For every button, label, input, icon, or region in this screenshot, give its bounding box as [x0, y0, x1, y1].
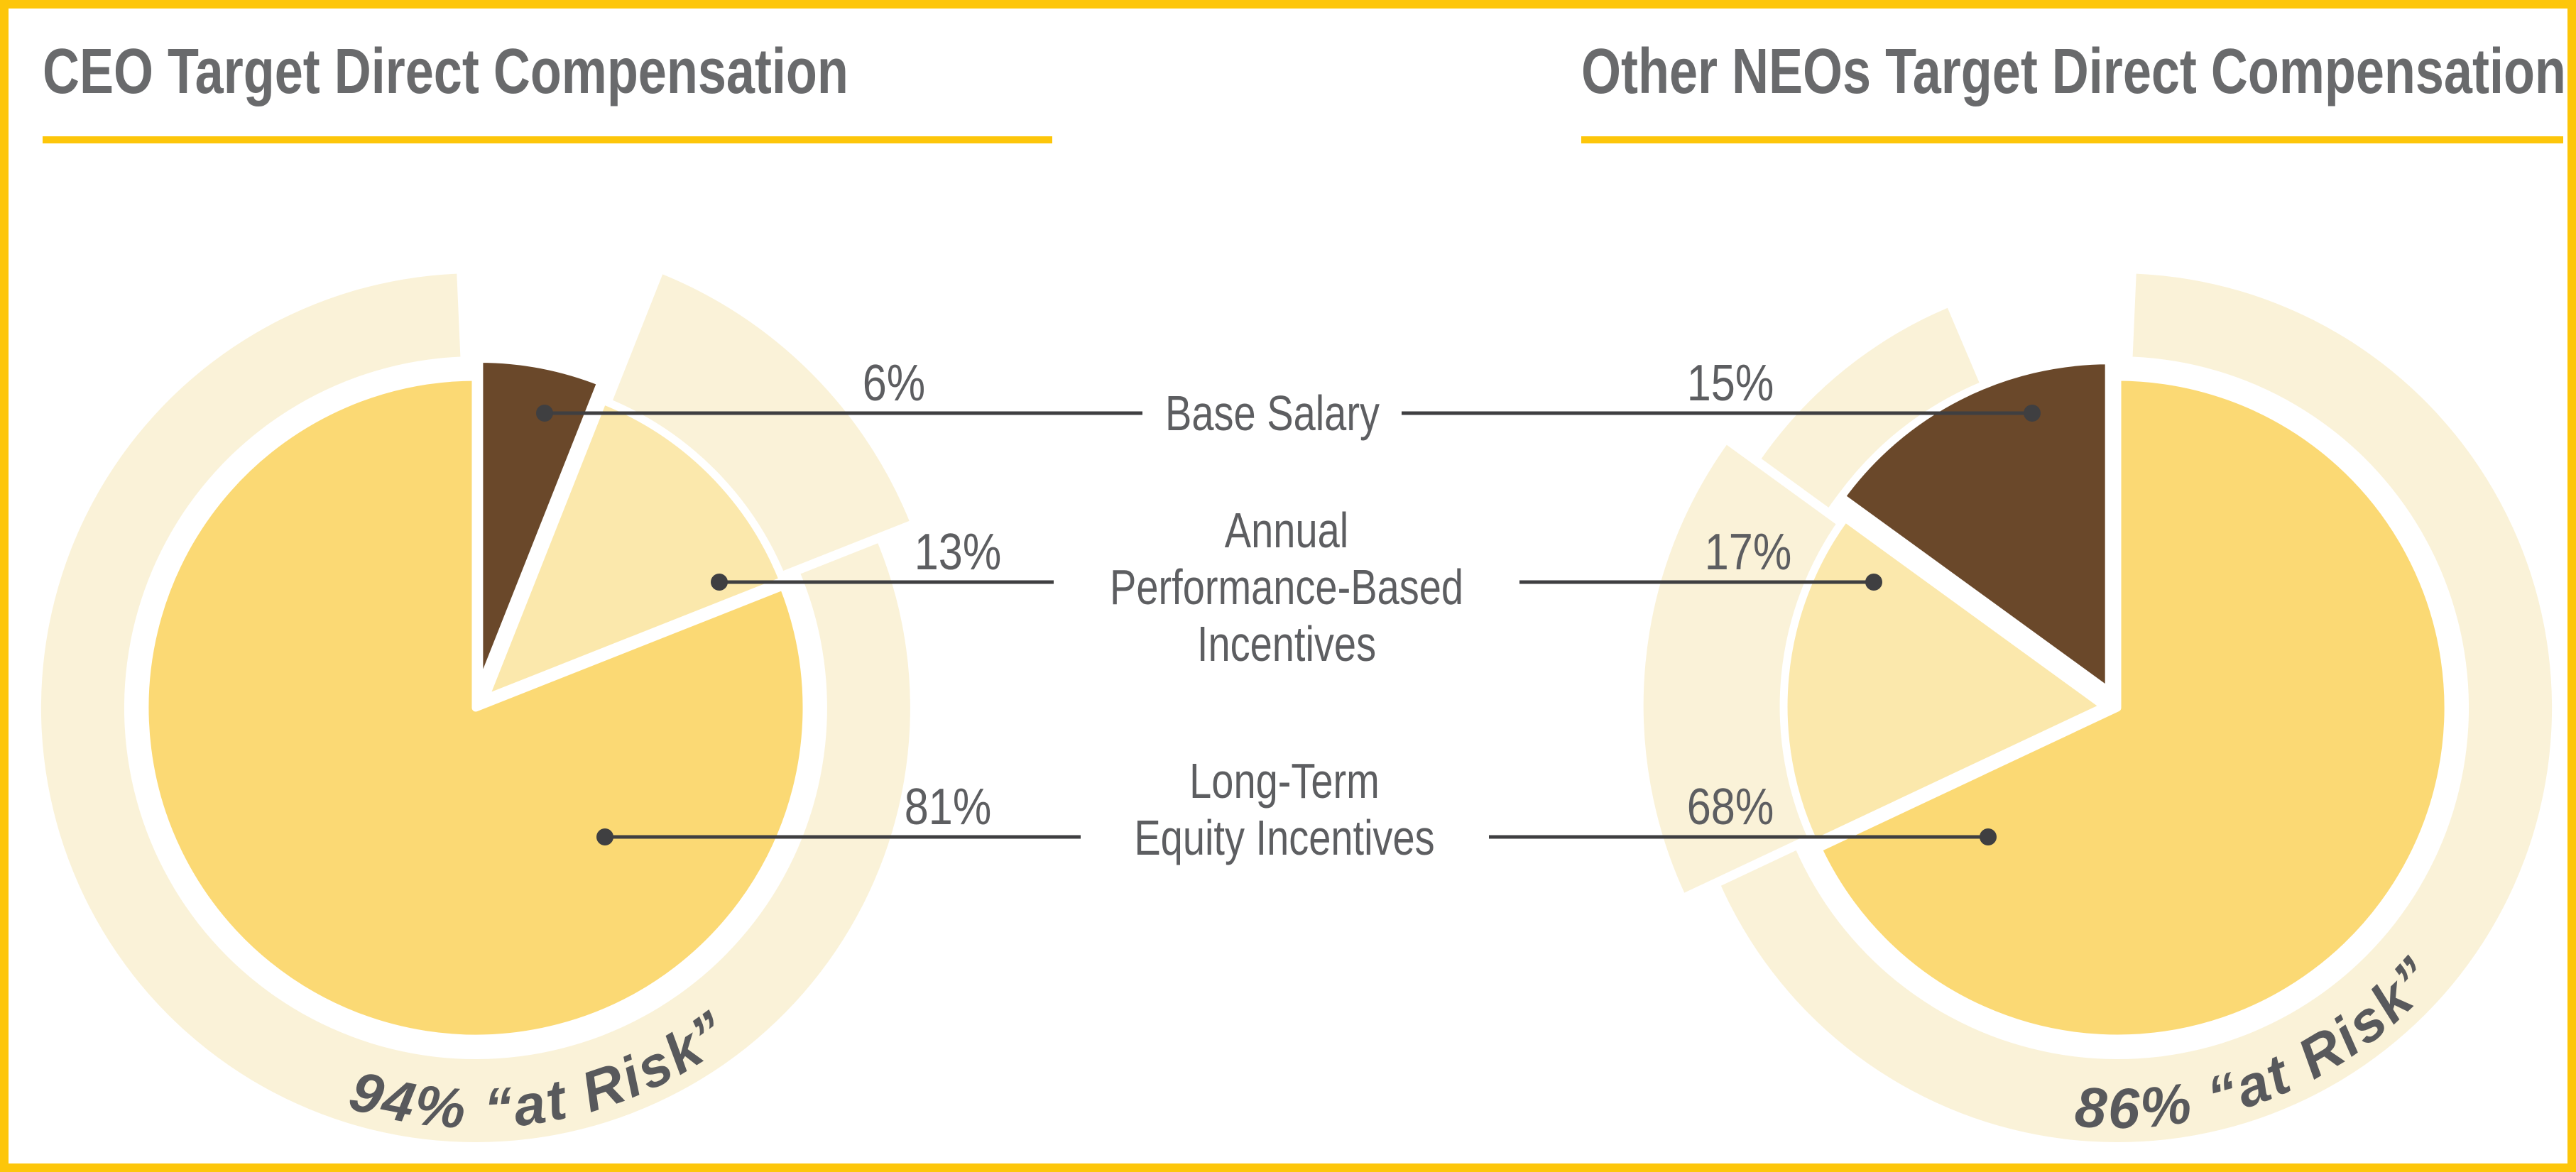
leader-dot-right-0 — [2024, 405, 2041, 422]
category-label-base-salary-text: Base Salary — [1165, 385, 1380, 441]
pct-ceo-long-term-equity: 81% — [904, 779, 992, 836]
leader-dot-left-0 — [536, 405, 553, 422]
leader-dot-right-2 — [1980, 828, 1997, 845]
category-label-base-salary: Base Salary — [1165, 385, 1380, 442]
category-line-long-term: Long-Term — [1189, 753, 1380, 809]
pct-neos-long-term-equity: 68% — [1686, 779, 1774, 836]
category-line-annual: Annual — [1224, 503, 1349, 558]
category-label-long-term-equity: Long-Term Equity Incentives — [1134, 752, 1434, 866]
pie-slice-long-term-equity-incentives-1 — [1813, 373, 2452, 1043]
category-line-performance-based: Performance-Based — [1109, 559, 1464, 615]
leader-dot-left-2 — [596, 828, 613, 845]
pie-slice-annual-performance-based-incentives-1 — [1779, 514, 2109, 848]
pie-slice-base-salary-0 — [475, 355, 605, 694]
chart-title-neos-text: Other NEOs Target Direct Compensation — [1581, 36, 2566, 107]
category-line-equity-incentives: Equity Incentives — [1134, 810, 1435, 865]
chart-title-ceo: CEO Target Direct Compensation — [43, 40, 1050, 104]
pie-slice-long-term-equity-incentives-0 — [141, 373, 811, 1043]
pie-charts-scene: 94% “at Risk” 86% “at Risk” — [40, 263, 2553, 1143]
pct-ceo-base-salary: 6% — [862, 355, 926, 412]
category-label-annual-incentives: Annual Performance-Based Incentives — [1110, 502, 1463, 672]
category-line-incentives: Incentives — [1196, 616, 1377, 672]
title-underline-left — [43, 136, 1052, 143]
pct-neos-annual-incentives: 17% — [1704, 524, 1792, 581]
leader-dot-left-1 — [711, 574, 728, 591]
leader-dot-right-1 — [1865, 574, 1882, 591]
pie-slice-base-salary-1 — [1837, 356, 2113, 696]
chart-title-ceo-text: CEO Target Direct Compensation — [43, 36, 848, 107]
title-underline-right — [1581, 136, 2563, 143]
pct-ceo-annual-incentives: 13% — [914, 524, 1002, 581]
pct-neos-base-salary: 15% — [1686, 355, 1774, 412]
chart-title-neos: Other NEOs Target Direct Compensation — [1581, 36, 2567, 107]
